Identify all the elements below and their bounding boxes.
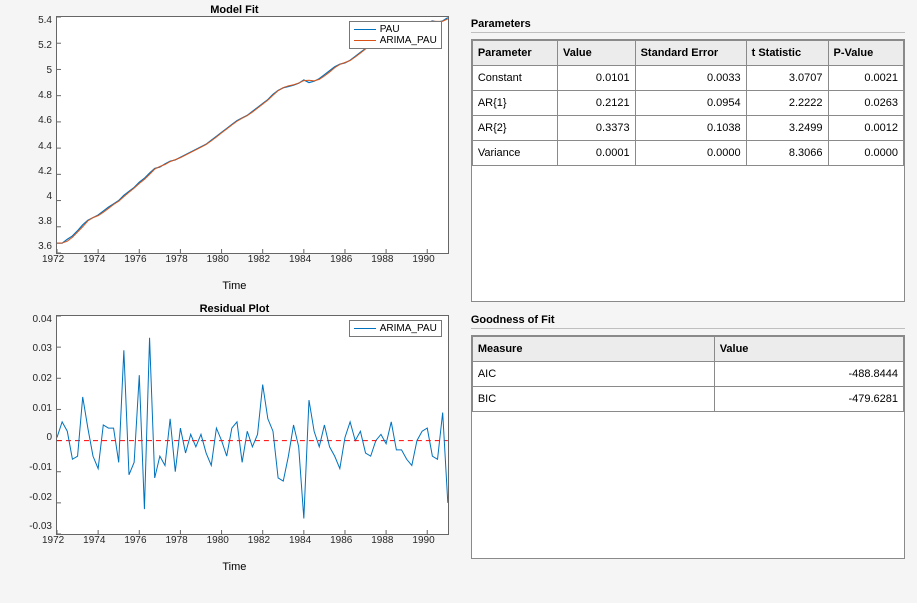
parameters-table-box: ParameterValueStandard Errort StatisticP… xyxy=(471,39,905,302)
residual-axes[interactable]: ARIMA_PAU xyxy=(56,315,449,535)
table-header[interactable]: Value xyxy=(714,337,903,362)
goodness-table-box: MeasureValueAIC-488.8444BIC-479.6281 xyxy=(471,335,905,559)
table-cell: -488.8444 xyxy=(714,362,903,387)
table-cell: 0.0033 xyxy=(635,66,746,91)
table-cell: 0.0101 xyxy=(557,66,635,91)
table-cell: BIC xyxy=(472,387,714,412)
legend-item[interactable]: PAU xyxy=(354,24,437,35)
table-cell: 0.0954 xyxy=(635,91,746,116)
table-cell: 0.0001 xyxy=(557,141,635,166)
table-row[interactable]: Variance0.00010.00008.30660.0000 xyxy=(472,141,903,166)
model-fit-yticks: 5.45.254.84.64.44.243.83.6 xyxy=(10,16,52,252)
model-fit-title: Model Fit xyxy=(10,4,459,16)
table-cell: AIC xyxy=(472,362,714,387)
table-header[interactable]: Standard Error xyxy=(635,41,746,66)
model-fit-legend[interactable]: PAUARIMA_PAU xyxy=(349,21,442,49)
legend-item[interactable]: ARIMA_PAU xyxy=(354,35,437,46)
parameters-panel: Parameters ParameterValueStandard Errort… xyxy=(471,18,905,302)
goodness-panel: Goodness of Fit MeasureValueAIC-488.8444… xyxy=(471,314,905,559)
table-cell: 2.2222 xyxy=(746,91,828,116)
table-header[interactable]: Parameter xyxy=(472,41,557,66)
goodness-heading: Goodness of Fit xyxy=(471,314,905,326)
residual-yticks: 0.040.030.020.010-0.01-0.02-0.03 xyxy=(10,315,52,533)
divider xyxy=(471,328,905,329)
residual-xlabel: Time xyxy=(10,561,459,573)
goodness-table[interactable]: MeasureValueAIC-488.8444BIC-479.6281 xyxy=(472,336,904,412)
table-cell: 0.0000 xyxy=(828,141,903,166)
table-cell: 3.2499 xyxy=(746,116,828,141)
model-fit-chart: Model Fit 5.45.254.84.64.44.243.83.6 PAU… xyxy=(10,4,459,301)
table-row[interactable]: BIC-479.6281 xyxy=(472,387,903,412)
table-cell: 0.0263 xyxy=(828,91,903,116)
table-cell: 3.0707 xyxy=(746,66,828,91)
model-fit-axes[interactable]: PAUARIMA_PAU xyxy=(56,16,449,254)
table-cell: 0.0021 xyxy=(828,66,903,91)
residual-legend[interactable]: ARIMA_PAU xyxy=(349,320,442,337)
table-cell: 0.0012 xyxy=(828,116,903,141)
table-cell: -479.6281 xyxy=(714,387,903,412)
table-cell: 0.3373 xyxy=(557,116,635,141)
table-row[interactable]: AR{1}0.21210.09542.22220.0263 xyxy=(472,91,903,116)
table-cell: 0.1038 xyxy=(635,116,746,141)
model-fit-xticks: 1972197419761978198019821984198619881990 xyxy=(56,254,449,268)
table-cell: 8.3066 xyxy=(746,141,828,166)
table-cell: 0.2121 xyxy=(557,91,635,116)
table-cell: AR{1} xyxy=(472,91,557,116)
table-cell: 0.0000 xyxy=(635,141,746,166)
table-row[interactable]: Constant0.01010.00333.07070.0021 xyxy=(472,66,903,91)
root-container: Model Fit 5.45.254.84.64.44.243.83.6 PAU… xyxy=(0,0,917,603)
model-fit-xlabel: Time xyxy=(10,280,459,292)
table-cell: Variance xyxy=(472,141,557,166)
residual-title: Residual Plot xyxy=(10,303,459,315)
table-row[interactable]: AR{2}0.33730.10383.24990.0012 xyxy=(472,116,903,141)
legend-item[interactable]: ARIMA_PAU xyxy=(354,323,437,334)
residual-xticks: 1972197419761978198019821984198619881990 xyxy=(56,535,449,549)
table-row[interactable]: AIC-488.8444 xyxy=(472,362,903,387)
residual-chart: Residual Plot 0.040.030.020.010-0.01-0.0… xyxy=(10,303,459,600)
parameters-heading: Parameters xyxy=(471,18,905,30)
table-cell: Constant xyxy=(472,66,557,91)
table-header[interactable]: P-Value xyxy=(828,41,903,66)
parameters-table[interactable]: ParameterValueStandard Errort StatisticP… xyxy=(472,40,904,166)
table-header[interactable]: Measure xyxy=(472,337,714,362)
panels-column: Parameters ParameterValueStandard Errort… xyxy=(461,0,917,603)
table-cell: AR{2} xyxy=(472,116,557,141)
table-header[interactable]: t Statistic xyxy=(746,41,828,66)
table-header[interactable]: Value xyxy=(557,41,635,66)
charts-column: Model Fit 5.45.254.84.64.44.243.83.6 PAU… xyxy=(0,0,461,603)
divider xyxy=(471,32,905,33)
